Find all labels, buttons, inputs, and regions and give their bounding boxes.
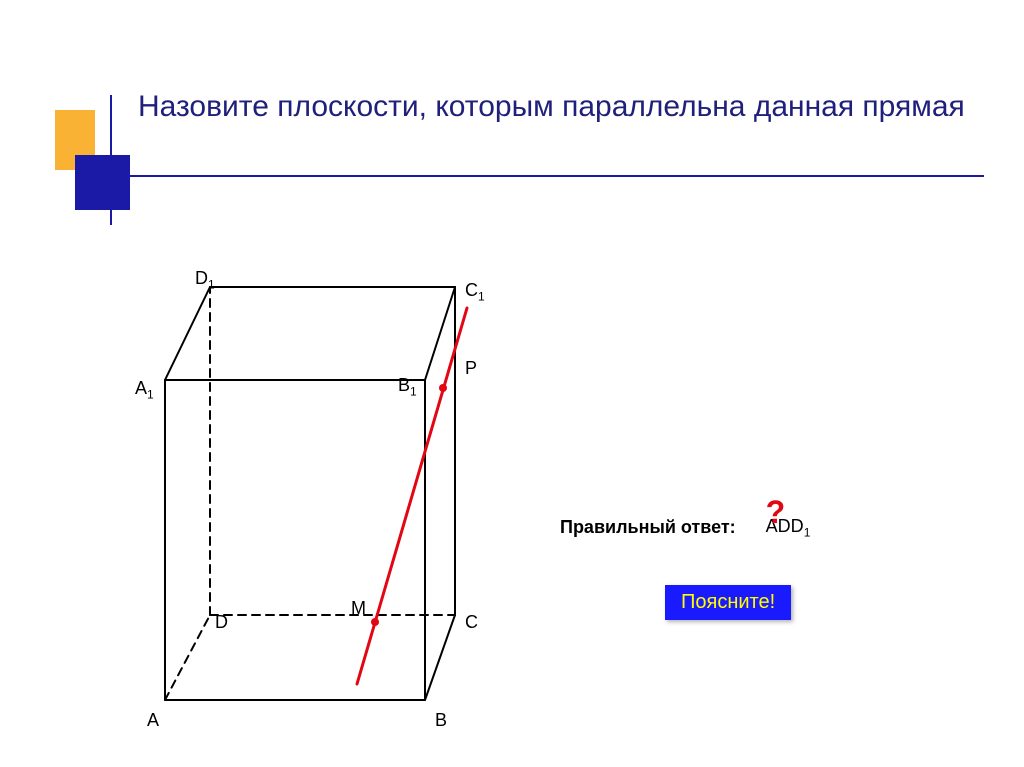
vertex-label-B: B <box>435 710 447 731</box>
vertex-label-C: C <box>465 612 478 633</box>
slide-title: Назовите плоскости, которым параллельна … <box>138 88 965 126</box>
decor-blue-block <box>75 155 130 210</box>
answer-block: Правильный ответ: ? ADD1 <box>560 516 810 540</box>
vertex-label-C1: C1 <box>465 280 485 304</box>
vertex-label-B1: B1 <box>398 375 417 399</box>
vertex-label-A: A <box>147 710 159 731</box>
vertex-label-A1: A1 <box>135 378 154 402</box>
answer-label: Правильный ответ: <box>560 517 736 538</box>
question-mark: ? <box>766 494 786 531</box>
diagram-svg <box>135 260 495 730</box>
decor-vertical-line <box>110 95 112 225</box>
point-label-P: P <box>465 358 477 379</box>
decor-horizontal-line <box>85 175 984 177</box>
vertex-label-D: D <box>215 612 228 633</box>
point-label-M: M <box>351 598 366 619</box>
answer-value: ? ADD1 <box>766 516 811 540</box>
explain-button[interactable]: Поясните! <box>665 585 791 620</box>
geometry-diagram: A B C D A1 B1 C1 D1 M P <box>135 260 495 730</box>
vertex-label-D1: D1 <box>195 268 215 292</box>
